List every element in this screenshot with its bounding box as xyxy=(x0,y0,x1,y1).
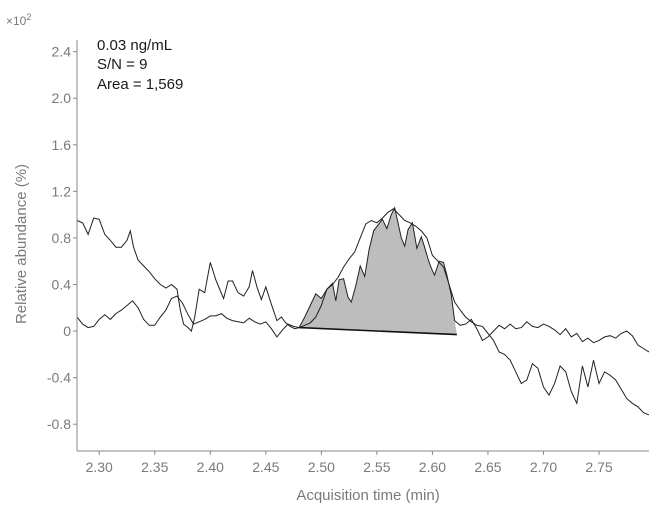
x-tick-label: 2.55 xyxy=(363,459,390,475)
x-tick-label: 2.40 xyxy=(197,459,224,475)
peak-baseline xyxy=(299,326,457,336)
y-tick-label: 2.0 xyxy=(52,90,72,106)
x-tick-label: 2.60 xyxy=(419,459,446,475)
peak-area-fill xyxy=(299,207,457,335)
x-axis-ticks: 2.30 2.35 2.40 2.45 2.50 2.55 2.60 2.65 2.70 2.75 xyxy=(86,451,613,475)
y-tick-label: 0.4 xyxy=(52,277,72,293)
trace-line-1 xyxy=(76,208,649,416)
y-axis-label: Relative abundance (%) xyxy=(13,164,30,324)
y-tick-label: -0.4 xyxy=(47,370,71,386)
y-multiplier: ×102 xyxy=(6,12,31,28)
x-tick-label: 2.65 xyxy=(474,459,501,475)
annotation-concentration: 0.03 ng/mL xyxy=(97,37,172,54)
y-tick-label: 0.8 xyxy=(52,230,72,246)
y-tick-label: 1.6 xyxy=(52,137,72,153)
annotation-area: Area = 1,569 xyxy=(97,76,183,93)
x-axis-label: Acquisition time (min) xyxy=(296,487,439,504)
y-tick-label: 1.2 xyxy=(52,183,72,199)
x-tick-label: 2.70 xyxy=(530,459,557,475)
x-tick-label: 2.50 xyxy=(308,459,335,475)
y-tick-label: 0 xyxy=(63,323,71,339)
y-tick-label: -0.8 xyxy=(47,416,71,432)
annotation-signal-to-noise: S/N = 9 xyxy=(97,56,147,73)
y-tick-label: 2.4 xyxy=(52,44,72,60)
x-tick-label: 2.75 xyxy=(585,459,612,475)
x-tick-label: 2.30 xyxy=(86,459,113,475)
x-tick-label: 2.45 xyxy=(252,459,279,475)
y-axis-ticks: -0.8 -0.4 0 0.4 0.8 1.2 1.6 2.0 2.4 xyxy=(47,44,77,432)
x-tick-label: 2.35 xyxy=(141,459,168,475)
trace-line-2 xyxy=(76,206,649,353)
plot-area xyxy=(76,206,649,416)
